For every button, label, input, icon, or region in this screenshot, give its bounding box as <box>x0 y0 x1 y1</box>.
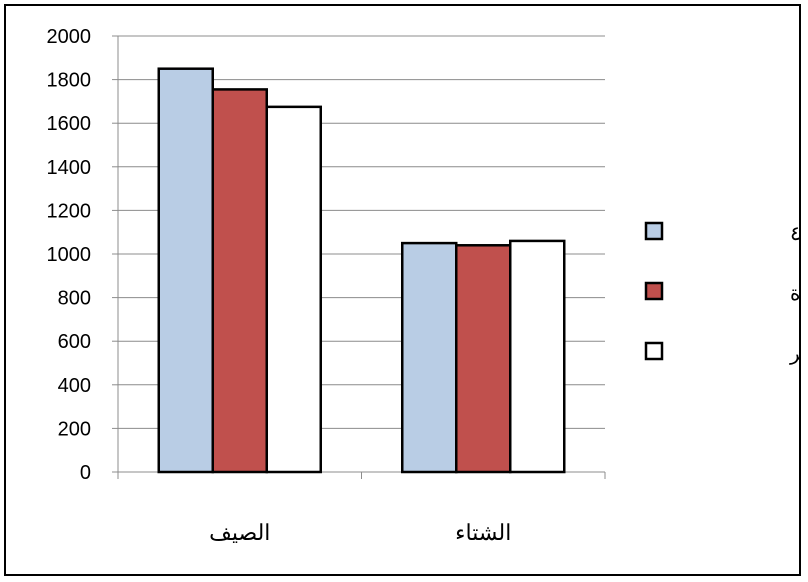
bars <box>157 67 566 474</box>
y-tick-label: 0 <box>80 462 91 484</box>
bar-2-2 <box>455 244 512 474</box>
y-tick-label: 1400 <box>47 157 92 179</box>
chart-frame: 0 200 400 600 800 1000 1200 1400 1600 1800 2000 ال… <box>4 4 808 576</box>
legend-swatch <box>644 281 664 301</box>
x-category-label: الصيف <box>209 520 270 545</box>
legend-label: ناظم البصرة <box>790 283 799 305</box>
legend-label: جسر الزبير <box>789 343 799 365</box>
x-category-label: الشتاء <box>455 520 511 545</box>
bar-1-2 <box>401 241 458 474</box>
legend-label: كيلو ٤ <box>790 223 799 245</box>
legend: كيلو ٤ ناظم البصرة جسر الزبير <box>644 221 808 365</box>
legend-swatch <box>644 221 664 241</box>
y-tick-label: 1200 <box>47 200 92 222</box>
y-tick-label: 200 <box>58 418 91 440</box>
bar-chart: 0 200 400 600 800 1000 1200 1400 1600 1800 2000 ال… <box>47 26 808 545</box>
y-tick-label: 800 <box>58 288 91 310</box>
y-tick-label: 1000 <box>47 244 92 266</box>
bar-2-1 <box>211 88 268 474</box>
y-tick-label: 2000 <box>47 26 92 48</box>
bar-3-1 <box>265 105 322 474</box>
x-axis: الصيف الشتاء <box>117 471 606 545</box>
y-tick-label: 400 <box>58 375 91 397</box>
legend-swatch <box>644 341 664 361</box>
bar-1-1 <box>157 67 214 474</box>
bar-3-2 <box>509 239 566 474</box>
y-axis: 0 200 400 600 800 1000 1200 1400 1600 1800 2000 <box>47 26 119 484</box>
y-tick-label: 1800 <box>47 70 92 92</box>
y-tick-label: 1600 <box>47 113 92 135</box>
y-tick-label: 600 <box>58 331 91 353</box>
